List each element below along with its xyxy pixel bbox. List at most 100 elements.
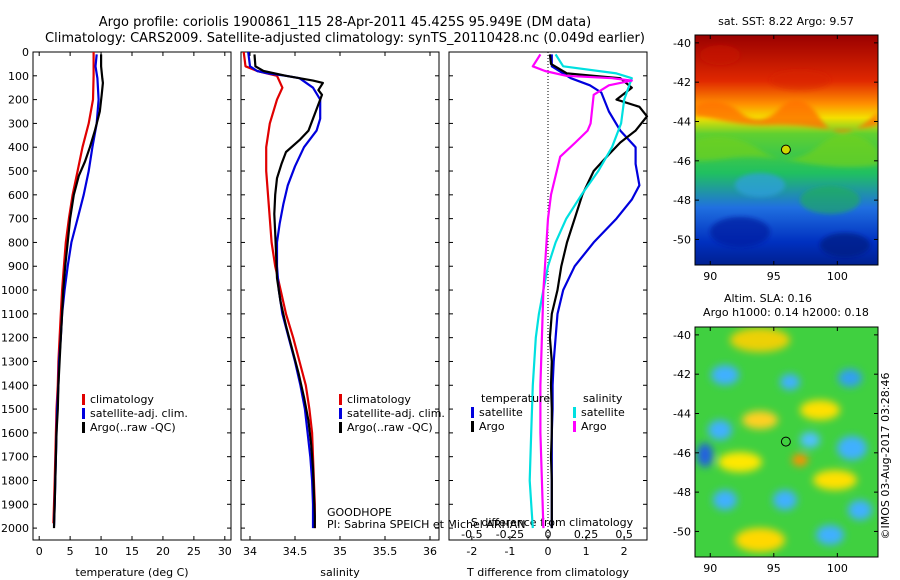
x-tick-label: -2	[466, 545, 477, 558]
temperature-panel: 0100200300400500600700800900100011001200…	[1, 46, 232, 579]
y-tick-label: -42	[673, 76, 691, 89]
y-tick-label: 2000	[1, 522, 29, 535]
legend-swatch	[82, 408, 85, 419]
legend-swatch	[471, 421, 474, 432]
pi-label: PI: Sabrina SPEICH et Michel ARHAN	[327, 518, 526, 531]
legend-swatch	[339, 422, 342, 433]
x-tick-label: 5	[67, 545, 74, 558]
x-tick-label: 1	[583, 545, 590, 558]
x-tick-label: 0	[545, 545, 552, 558]
y-tick-label: 1300	[1, 355, 29, 368]
legend-swatch	[573, 421, 576, 432]
y-tick-label: -44	[673, 407, 691, 420]
y-tick-label: -46	[673, 155, 691, 168]
legend-label: climatology	[347, 393, 411, 406]
series-line-climatology	[52, 52, 95, 524]
x-tick-label: 35	[333, 545, 347, 558]
y-tick-label: 700	[8, 213, 29, 226]
legend-swatch	[339, 408, 342, 419]
y-tick-label: 1600	[1, 427, 29, 440]
x-tick-label: 90	[703, 270, 717, 283]
series-line-climatology	[242, 51, 316, 529]
x-tick-label: 2	[621, 545, 628, 558]
salinity-panel: 34 34.5 35 35.5 36 salinity climatologysatelli…	[240, 51, 445, 579]
x-tick-label: 0	[36, 545, 43, 558]
imos-stamp: ©IMOS 03-Aug-2017 03:28:46	[879, 373, 892, 540]
y-tick-label: 0	[22, 46, 29, 59]
y-tick-label: 100	[8, 70, 29, 83]
y-tick-label: 1400	[1, 379, 29, 392]
series-line-salinity-argo	[531, 53, 633, 529]
x-tick-label-salinity: 0.25	[574, 528, 599, 541]
x-axis-label: salinity	[320, 566, 360, 579]
x-tick-label: -1	[504, 545, 515, 558]
y-tick-label: 900	[8, 260, 29, 273]
x-tick-label: 90	[703, 562, 717, 575]
legend-label: Argo(..raw -QC)	[347, 421, 433, 434]
legend-label: Argo	[479, 420, 505, 433]
x-tick-label: 95	[767, 270, 781, 283]
x-tick-label-salinity: -0.5	[461, 528, 482, 541]
x-tick-label-salinity: 0.5	[615, 528, 633, 541]
y-tick-label: 1200	[1, 332, 29, 345]
x-tick-label: 95	[767, 562, 781, 575]
sst-map-title: sat. SST: 8.22 Argo: 9.57	[718, 15, 854, 28]
y-tick-label: 500	[8, 165, 29, 178]
y-tick-label: 800	[8, 236, 29, 249]
sst-map-panel: sat. SST: 8.22 Argo: 9.57 90 95 100 -40 -42 -…	[673, 15, 879, 283]
x-tick-label: 20	[156, 545, 170, 558]
figure-title-line1: Argo profile: coriolis 1900861_115 28-Ap…	[99, 15, 591, 30]
x-tick-label: 34.5	[283, 545, 308, 558]
series-line-temperature-argo	[548, 54, 649, 529]
y-tick-label: 1100	[1, 308, 29, 321]
y-tick-label: 300	[8, 117, 29, 130]
legend-label: satellite-adj. clim.	[347, 407, 445, 420]
x-tick-label: 25	[187, 545, 201, 558]
legend-swatch	[573, 407, 576, 418]
x-tick-label: 10	[94, 545, 108, 558]
legend-label: satellite	[581, 406, 625, 419]
x-tick-label: 100	[827, 270, 848, 283]
legend-swatch	[471, 407, 474, 418]
sla-map-subtitle: Argo h1000: 0.14 h2000: 0.18	[703, 306, 869, 319]
x-tick-label-salinity: 0	[545, 528, 552, 541]
y-tick-label: 1700	[1, 451, 29, 464]
x-axis-label: T difference from climatology	[466, 566, 629, 579]
y-tick-label: 1000	[1, 284, 29, 297]
sla-map-title: Altim. SLA: 0.16	[724, 292, 812, 305]
legend-title: salinity	[583, 392, 623, 405]
legend-swatch	[82, 422, 85, 433]
y-tick-label: 1900	[1, 498, 29, 511]
y-tick-label: 1500	[1, 403, 29, 416]
sla-map-panel: Altim. SLA: 0.16 Argo h1000: 0.14 h2000:…	[673, 292, 879, 575]
legend-label: climatology	[90, 393, 154, 406]
sla-map-image	[695, 327, 878, 557]
plot-frame	[240, 51, 440, 541]
series-line-argorawqc	[253, 54, 324, 529]
x-tick-label: 35.5	[373, 545, 398, 558]
y-tick-label: 200	[8, 94, 29, 107]
figure-title-line2: Climatology: CARS2009. Satellite-adjuste…	[45, 31, 645, 46]
series-line-argorawqc	[52, 54, 104, 529]
y-tick-label: -40	[673, 329, 691, 342]
y-tick-label: -40	[673, 37, 691, 50]
legend-label: Argo	[581, 420, 607, 433]
legend-swatch	[339, 394, 342, 405]
x-tick-label-salinity: -0.25	[496, 528, 524, 541]
series-line-satelliteadjclim	[247, 51, 322, 529]
series-line-satelliteadjclim	[52, 54, 100, 526]
y-tick-label: -50	[673, 233, 691, 246]
sla-argo-marker	[780, 436, 791, 447]
x-tick-label: 15	[125, 545, 139, 558]
y-tick-label: -44	[673, 115, 691, 128]
legend-title: temperature	[481, 392, 550, 405]
sst-argo-marker	[780, 144, 791, 155]
y-tick-label: 1800	[1, 474, 29, 487]
y-tick-label: -48	[673, 194, 691, 207]
y-tick-label: -42	[673, 368, 691, 381]
project-label: GOODHOPE	[327, 506, 392, 519]
x-tick-label: 30	[218, 545, 232, 558]
x-axis-label: temperature (deg C)	[75, 566, 188, 579]
y-tick-label: -50	[673, 525, 691, 538]
